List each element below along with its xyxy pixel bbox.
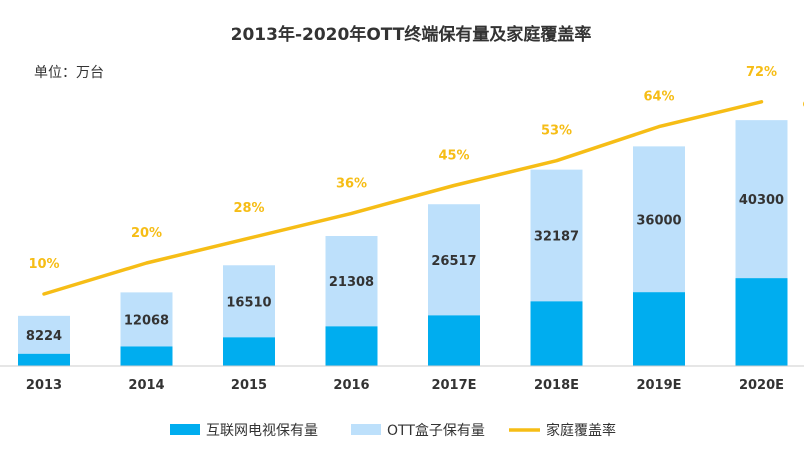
percent-label: 53% (541, 124, 572, 139)
percent-label: 72% (746, 65, 777, 80)
bar-total-label: 12068 (124, 313, 169, 328)
x-tick-label: 2016 (333, 378, 369, 393)
bar-ott-box-2016 (325, 236, 378, 327)
percent-label-group: 10% 20% 28% 36% 45% 53% 64% 72% (28, 65, 777, 272)
x-tick-label: 2017E (431, 378, 476, 393)
bar-internet-tv-2018E (530, 301, 583, 366)
legend-label-coverage: 家庭覆盖率 (546, 422, 616, 439)
bar-internet-tv-2015 (223, 337, 275, 366)
x-tick-label: 2020E (739, 378, 784, 393)
bar-internet-tv-2020E (735, 278, 788, 366)
bar-internet-tv-2019E (633, 292, 685, 366)
bar-ott-box-2020E (735, 120, 788, 279)
bar-total-label: 21308 (329, 275, 374, 290)
x-tick-label: 2015 (231, 378, 267, 393)
bars-group: 8224 12068 16510 21308 26517 32187 36000 40300 (18, 120, 788, 366)
bar-internet-tv-2014 (120, 346, 173, 366)
legend-label-ott-box: OTT盒子保有量 (387, 422, 485, 439)
legend-swatch-internet-tv (170, 424, 200, 435)
chart-title: 2013年-2020年OTT终端保有量及家庭覆盖率 (231, 24, 592, 45)
bar-internet-tv-2016 (325, 326, 378, 366)
bar-ott-box-2014 (120, 292, 173, 347)
percent-label: 36% (336, 176, 367, 191)
bar-internet-tv-2017E (428, 315, 480, 366)
bar-total-label: 32187 (534, 229, 579, 244)
bar-total-label: 40300 (739, 193, 784, 208)
x-tick-label: 2018E (534, 378, 579, 393)
bar-total-label: 8224 (26, 329, 62, 344)
percent-label: 64% (643, 90, 674, 105)
percent-label: 10% (28, 257, 59, 272)
x-tick-label: 2014 (128, 378, 164, 393)
unit-label: 单位：万台 (34, 65, 104, 81)
bar-ott-box-2015 (223, 265, 275, 338)
bar-total-label: 26517 (431, 254, 476, 269)
bar-ott-box-2018E (530, 169, 583, 302)
x-tick-group: 2013 2014 2015 2016 2017E 2018E 2019E 2020E (26, 378, 784, 393)
bar-ott-box-2017E (428, 204, 480, 316)
bar-ott-box-2013 (18, 315, 70, 354)
bar-total-label: 36000 (636, 213, 681, 228)
bar-total-label: 16510 (226, 295, 271, 310)
x-tick-label: 2019E (636, 378, 681, 393)
bar-internet-tv-2013 (18, 353, 70, 366)
percent-label: 20% (131, 226, 162, 241)
series-line-household-coverage (42, 100, 764, 296)
percent-label: 28% (233, 201, 264, 216)
x-tick-label: 2013 (26, 378, 62, 393)
legend-label-internet-tv: 互联网电视保有量 (206, 423, 318, 439)
legend-swatch-ott-box (351, 424, 381, 435)
legend: 互联网电视保有量 OTT盒子保有量 家庭覆盖率 (170, 422, 616, 439)
percent-label: 45% (438, 149, 469, 164)
bar-ott-box-2019E (633, 146, 685, 293)
